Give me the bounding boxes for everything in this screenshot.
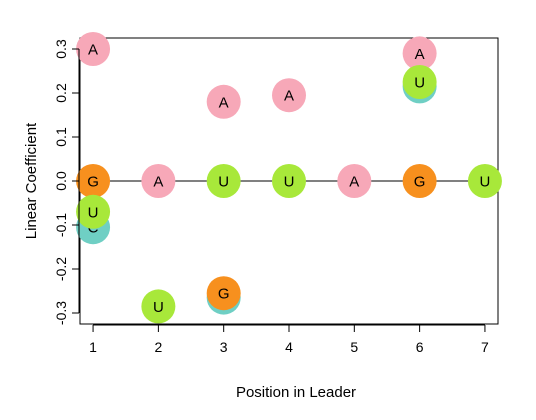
point-label: G xyxy=(87,174,99,191)
data-points: ACGUAUACGUAUAACGUU xyxy=(76,32,502,324)
x-axis-title: Position in Leader xyxy=(236,384,356,401)
y-axis: -0.3 -0.2 -0.1 0.0 0.1 0.2 0.3 xyxy=(53,39,80,325)
data-point: U xyxy=(402,65,437,99)
data-point: G xyxy=(76,164,111,198)
data-point: U xyxy=(206,164,241,198)
y-tick-label: 0.2 xyxy=(53,83,69,103)
point-label: U xyxy=(480,174,491,191)
data-point: A xyxy=(402,36,437,71)
point-label: U xyxy=(284,174,295,191)
data-point: A xyxy=(206,84,241,119)
point-label: A xyxy=(153,174,163,191)
point-marker xyxy=(76,194,111,229)
point-label: U xyxy=(218,174,229,191)
x-tick-label: 1 xyxy=(89,339,97,355)
point-label: A xyxy=(415,46,425,63)
point-label: U xyxy=(88,204,99,221)
point-label: U xyxy=(153,299,164,316)
point-marker xyxy=(402,65,437,99)
point-marker xyxy=(141,164,176,198)
point-label: G xyxy=(218,286,230,303)
y-tick-label: 0.0 xyxy=(53,171,69,191)
point-label: U xyxy=(414,75,425,92)
x-axis: 1 2 3 4 5 6 7 xyxy=(89,324,489,355)
point-label: A xyxy=(88,42,98,59)
x-tick-label: 3 xyxy=(220,339,228,355)
data-point: U xyxy=(272,164,306,198)
point-marker xyxy=(206,164,241,198)
point-marker xyxy=(402,164,437,198)
data-point: A xyxy=(337,164,372,198)
x-tick-label: 7 xyxy=(481,339,489,355)
point-marker xyxy=(206,276,241,311)
y-tick-label: -0.3 xyxy=(53,301,69,325)
point-marker xyxy=(141,289,176,324)
point-label: G xyxy=(414,174,426,191)
y-tick-label: 0.3 xyxy=(53,39,69,59)
data-point: G xyxy=(402,164,437,198)
data-point: A xyxy=(76,32,111,66)
point-marker xyxy=(272,164,306,198)
point-marker xyxy=(206,84,241,119)
y-tick-label: 0.1 xyxy=(53,127,69,147)
point-label: A xyxy=(219,94,229,111)
data-point: U xyxy=(76,194,111,229)
point-marker xyxy=(402,36,437,71)
y-axis-title: Linear Coefficient xyxy=(23,122,40,239)
point-label: A xyxy=(349,174,359,191)
data-point: A xyxy=(272,78,306,113)
data-point: U xyxy=(141,289,176,324)
x-tick-label: 2 xyxy=(154,339,162,355)
x-tick-label: 6 xyxy=(416,339,424,355)
point-label: A xyxy=(284,88,294,105)
x-tick-label: 5 xyxy=(350,339,358,355)
x-tick-label: 4 xyxy=(285,339,293,355)
y-tick-label: -0.2 xyxy=(53,257,69,281)
data-point: A xyxy=(141,164,176,198)
data-point: U xyxy=(467,164,502,198)
point-marker xyxy=(76,164,111,198)
y-tick-label: -0.1 xyxy=(53,213,69,237)
point-marker xyxy=(467,164,502,198)
point-marker xyxy=(272,78,306,113)
point-marker xyxy=(76,32,111,66)
point-marker xyxy=(337,164,372,198)
data-point: G xyxy=(206,276,241,311)
